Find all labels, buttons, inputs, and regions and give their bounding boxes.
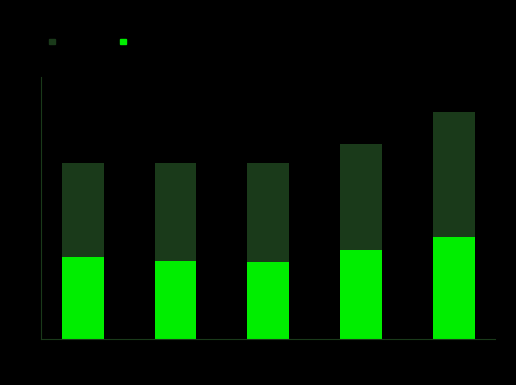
Bar: [433, 112, 475, 236]
Bar: [340, 144, 382, 250]
Bar: [62, 257, 104, 339]
Bar: [155, 261, 197, 339]
Bar: [62, 163, 104, 257]
Bar: [248, 163, 289, 261]
Bar: [433, 236, 475, 339]
Bar: [155, 163, 197, 261]
Bar: [340, 250, 382, 339]
Legend: Transmission, Distribution: Transmission, Distribution: [45, 34, 181, 50]
Bar: [248, 261, 289, 339]
